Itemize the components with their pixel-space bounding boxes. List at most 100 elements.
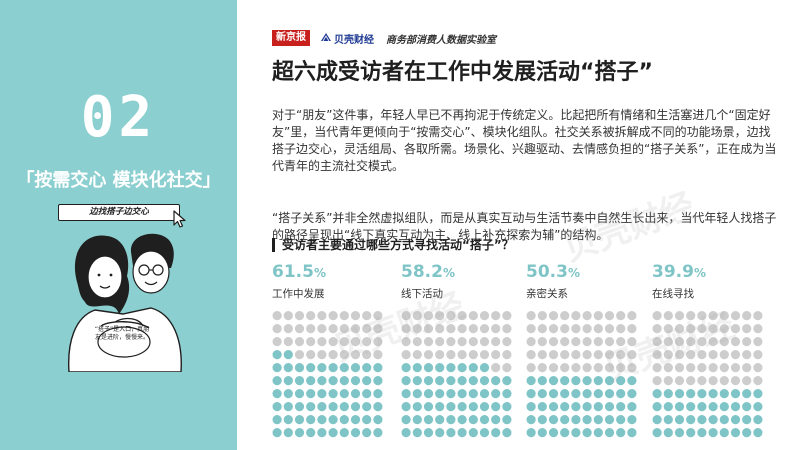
dot-empty [491,363,501,373]
dot-empty [362,324,372,334]
dot-filled [582,389,592,399]
dot-empty [401,337,411,347]
dot-filled [328,402,338,412]
dot-empty [435,311,445,321]
dot-filled [401,376,411,386]
dot-filled [423,402,434,412]
dot-filled [479,428,490,438]
dot-empty [548,311,559,321]
dot-empty [753,350,763,360]
dot-empty [457,337,467,347]
dot-empty [412,324,422,334]
dot-filled [446,402,456,412]
dot-filled [593,389,603,399]
dot-filled [272,389,282,399]
dot-filled [548,402,559,412]
header-logos: 新京报 贝壳财经 商务部消费人数据实验室 [272,30,496,46]
dot-empty [582,311,592,321]
dot-filled [537,389,547,399]
dot-empty [468,311,478,321]
dot-empty [548,337,559,347]
dot-filled [526,402,536,412]
dot-empty [446,337,456,347]
dot-filled [401,389,411,399]
dot-filled [294,389,305,399]
dot-empty [708,337,718,347]
dot-filled [317,428,327,438]
dot-filled [491,428,501,438]
dot-filled [593,402,603,412]
dot-empty [339,311,349,321]
dot-filled [652,402,662,412]
dot-empty [306,337,316,347]
dot-filled [306,363,316,373]
dot-empty [753,324,763,334]
dot-filled [663,428,673,438]
dot-filled [571,389,581,399]
stat-unit-online: % [693,266,706,280]
dot-empty [560,363,570,373]
dot-filled [412,363,422,373]
dot-empty [526,324,536,334]
dot-empty [571,337,581,347]
dot-empty [502,324,512,334]
dot-empty [663,337,673,347]
dot-empty [272,324,282,334]
dot-filled [616,402,626,412]
dot-filled [502,428,512,438]
dot-empty [502,350,512,360]
dot-filled [272,415,282,425]
dot-empty [412,337,422,347]
dot-empty [742,363,752,373]
dot-empty [627,350,637,360]
dot-empty [593,324,603,334]
dot-filled [753,389,763,399]
dot-empty [283,337,293,347]
dot-filled [457,389,467,399]
dot-filled [423,376,434,386]
dot-empty [328,311,338,321]
dot-filled [548,428,559,438]
dot-filled [479,389,490,399]
dot-filled [306,402,316,412]
dot-empty [283,311,293,321]
dot-empty [686,350,696,360]
dot-empty [468,337,478,347]
stat-unit-intimate: % [567,266,580,280]
dot-empty [446,350,456,360]
dot-empty [479,324,490,334]
chart-heading: 受访者主要通过哪些方式寻找活动“搭子”？ [272,238,514,252]
dot-filled [306,415,316,425]
dot-empty [663,376,673,386]
dot-empty [697,376,707,386]
dot-filled [272,350,282,360]
dot-filled [537,402,547,412]
dot-filled [373,363,383,373]
dot-empty [548,363,559,373]
dot-empty [730,337,741,347]
dot-filled [435,415,445,425]
dot-empty [674,350,685,360]
stat-label-online: 在线寻找 [652,288,694,300]
dot-filled [457,402,467,412]
dot-filled [753,415,763,425]
dot-empty [435,350,445,360]
dot-filled [674,428,685,438]
dot-empty [491,324,501,334]
dot-empty [582,350,592,360]
dot-empty [742,350,752,360]
dot-filled [317,415,327,425]
dot-filled [423,389,434,399]
dot-filled [272,376,282,386]
dot-empty [306,324,316,334]
dot-empty [502,363,512,373]
dot-filled [526,428,536,438]
dot-empty [412,350,422,360]
dot-filled [502,376,512,386]
dot-filled [593,428,603,438]
dot-empty [604,363,615,373]
stat-label-offline: 线下活动 [401,288,443,300]
dot-empty [446,324,456,334]
dot-filled [491,415,501,425]
dot-filled [435,402,445,412]
